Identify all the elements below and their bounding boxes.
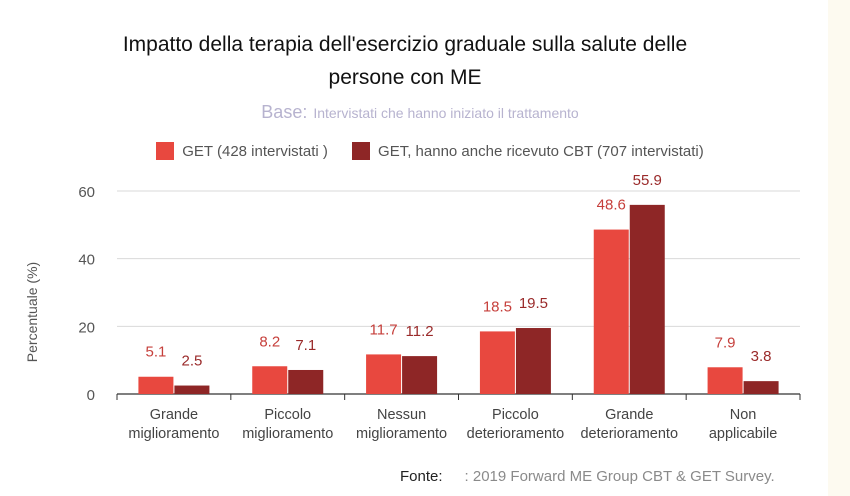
data-label: 3.8 [751,348,772,365]
data-label: 48.6 [597,197,626,214]
right-margin-strip [828,0,850,496]
x-tick-label: Grande [605,407,653,423]
chart-legend: GET (428 intervistati ) GET, hanno anche… [0,142,850,160]
bar [593,229,629,394]
data-label: 5.1 [145,344,166,361]
data-label: 55.9 [633,172,662,189]
x-tick-label: Piccolo [264,407,311,423]
data-label: 7.9 [715,334,736,351]
x-tick-label: applicabile [709,426,778,442]
y-tick-label: 20 [78,319,95,336]
y-tick-label: 40 [78,252,95,269]
data-label: 7.1 [295,337,316,354]
x-tick-label: Grande [150,407,198,423]
subtitle-key: Base: [261,102,308,122]
data-label: 11.7 [370,321,398,338]
x-tick-label: deterioramento [580,426,678,442]
y-tick-label: 60 [78,184,95,201]
bar [515,328,551,394]
bar [138,376,174,394]
bar [743,381,779,394]
bar [629,204,665,394]
chart-title-line1: Impatto della terapia dell'esercizio gra… [122,33,688,56]
data-label: 2.5 [181,353,202,370]
source-key: Fonte: [400,468,443,485]
y-axis-label: Percentuale (%) [24,262,40,362]
bar [402,356,438,394]
bar [288,369,324,394]
bar [479,331,515,394]
x-tick-label: miglioramento [242,426,333,442]
legend-item-get-cbt: GET, hanno anche ricevuto CBT (707 inter… [352,142,704,160]
legend-swatch-get-cbt [352,142,371,160]
y-tick-label: 0 [87,387,95,404]
legend-label-get: GET (428 intervistati ) [182,143,328,160]
x-tick-label: miglioramento [128,426,219,442]
data-label: 19.5 [519,295,548,312]
data-label: 11.2 [406,323,434,340]
x-tick-label: Non [730,407,757,423]
x-tick-label: miglioramento [356,426,447,442]
legend-label-get-cbt: GET, hanno anche ricevuto CBT (707 inter… [378,143,704,160]
source-note: Fonte: : 2019 Forward ME Group CBT & GET … [400,468,775,485]
legend-swatch-get [156,142,175,160]
source-text: : 2019 Forward ME Group CBT & GET Survey… [464,468,775,485]
bar [174,385,210,394]
data-label: 8.2 [259,333,280,350]
chart-subtitle: Base: Intervistati che hanno iniziato il … [0,102,840,123]
x-tick-label: Piccolo [492,407,539,423]
bar [707,367,743,394]
legend-item-get: GET (428 intervistati ) [156,142,328,160]
bar [366,354,402,394]
chart-title: Impatto della terapia dell'esercizio gra… [40,28,770,94]
data-label: 18.5 [483,298,512,315]
x-tick-label: Nessun [377,407,426,423]
chart-title-line2: persone con ME [328,66,482,89]
subtitle-text: Intervistati che hanno iniziato il tratt… [313,105,579,121]
x-tick-label: deterioramento [467,426,565,442]
bar [252,366,288,394]
